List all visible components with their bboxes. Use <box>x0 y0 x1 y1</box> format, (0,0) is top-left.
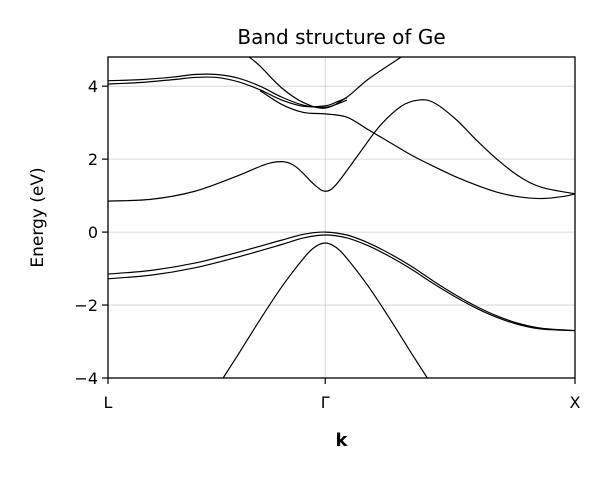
band-line-8 <box>222 242 428 378</box>
band-line-7 <box>108 234 575 332</box>
bands <box>108 57 575 378</box>
y-tick-label: 0 <box>88 223 98 242</box>
grid <box>107 57 576 379</box>
x-tick-label: L <box>104 393 113 412</box>
x-tick-label: X <box>570 393 581 412</box>
y-tick-label: 4 <box>88 77 98 96</box>
band-line-3 <box>248 57 402 109</box>
y-tick-label: −2 <box>74 296 98 315</box>
y-axis-label: Energy (eV) <box>28 167 48 267</box>
band-line-2 <box>108 76 348 108</box>
y-tick-label: 2 <box>88 150 98 169</box>
band-line-5 <box>259 90 575 200</box>
x-tick-label: Γ <box>321 393 330 412</box>
y-tick-label: −4 <box>74 369 98 388</box>
x-axis-label: k <box>336 430 349 451</box>
axis-ticks: L Γ X 4 2 0 −2 −4 <box>74 77 580 412</box>
plot-frame <box>107 56 576 379</box>
band-line-4 <box>108 99 575 202</box>
band-line-6 <box>108 231 575 332</box>
chart-title: Band structure of Ge <box>237 25 445 49</box>
